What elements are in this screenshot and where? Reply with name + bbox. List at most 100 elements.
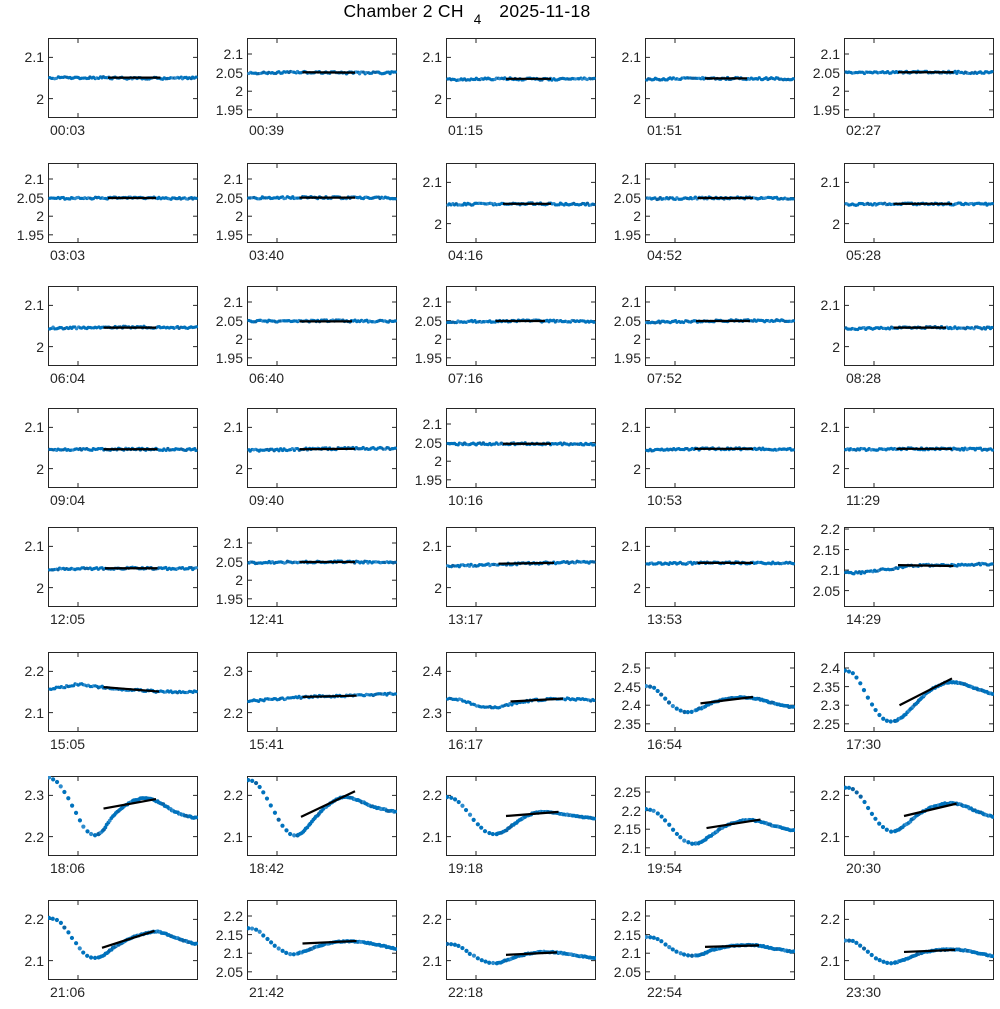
axes-box <box>247 900 397 980</box>
data-point <box>479 825 484 830</box>
y-tick-label: 2.1 <box>422 952 442 969</box>
data-point <box>670 827 676 832</box>
data-point <box>685 953 691 958</box>
data-point <box>393 809 397 814</box>
y-tick-label: 2.2 <box>820 911 840 928</box>
data-point <box>858 794 863 799</box>
data-point <box>70 803 75 808</box>
subplot-axes-07:16 <box>446 286 596 366</box>
subplot-axes-19:54 <box>645 776 795 856</box>
axes-box <box>48 776 198 856</box>
subplot-axes-12:05 <box>48 527 198 607</box>
y-tick-label: 2.05 <box>613 963 641 980</box>
data-point <box>58 784 63 789</box>
data-point <box>663 942 668 947</box>
data-point <box>393 446 397 450</box>
y-tick-label: 2 <box>235 572 243 589</box>
y-tick-label: 2.3 <box>223 663 243 680</box>
data-point <box>469 562 473 567</box>
data-point <box>873 707 878 713</box>
data-point <box>685 710 690 715</box>
subplot-time-label: 06:04 <box>50 370 86 386</box>
subplot-axes-06:04 <box>48 286 198 366</box>
data-point <box>194 75 198 79</box>
data-point <box>51 777 56 782</box>
data-point <box>456 943 461 948</box>
data-point <box>487 830 492 836</box>
data-point <box>467 812 473 817</box>
axes-box <box>645 776 795 856</box>
y-tick-label: 2.2 <box>24 663 44 680</box>
y-tick-label: 2.2 <box>223 908 243 924</box>
y-tick-label: 2.2 <box>621 802 641 819</box>
data-point <box>865 695 870 700</box>
y-tick-label: 2.1 <box>24 297 44 314</box>
y-tick-label: 1.95 <box>414 471 442 488</box>
data-point <box>66 796 71 801</box>
data-point <box>288 831 293 837</box>
subplot-time-label: 00:39 <box>249 122 285 138</box>
subplot-axes-07:52 <box>645 286 795 366</box>
data-point <box>393 70 397 74</box>
y-tick-label: 2.05 <box>812 64 840 81</box>
subplot-axes-19:18 <box>446 776 596 856</box>
subplot-time-label: 04:52 <box>647 247 683 263</box>
data-point <box>674 706 679 711</box>
y-tick-label: 2.05 <box>613 312 641 329</box>
subplot-axes-08:28 <box>844 286 994 366</box>
y-tick-label: 2.1 <box>24 704 44 721</box>
data-point <box>873 956 879 961</box>
data-point <box>645 807 649 812</box>
data-point <box>686 840 691 845</box>
axes-box <box>645 652 795 732</box>
y-tick-label: 2.1 <box>24 952 44 969</box>
data-series <box>844 201 994 207</box>
y-tick-label: 2.1 <box>223 171 243 187</box>
data-point <box>884 718 890 723</box>
y-tick-label: 2 <box>434 453 442 470</box>
subplot-time-label: 06:40 <box>249 370 285 386</box>
data-point <box>846 669 851 674</box>
data-point <box>844 785 848 790</box>
axes-box <box>247 38 397 118</box>
data-point <box>288 952 293 957</box>
title-subscript: 4 <box>473 12 482 27</box>
data-series <box>48 446 198 453</box>
data-point <box>483 959 488 964</box>
subplot-axes-22:54 <box>645 900 795 980</box>
y-tick-label: 2.1 <box>24 49 44 66</box>
data-point <box>655 811 660 816</box>
data-point <box>73 810 79 815</box>
data-point <box>284 828 289 833</box>
y-tick-label: 2.1 <box>422 828 442 845</box>
fit-line <box>505 951 558 956</box>
title-date: 2025-11-18 <box>499 1 591 21</box>
subplot-time-label: 09:04 <box>50 492 86 508</box>
data-point <box>850 938 855 944</box>
y-tick-label: 2.2 <box>820 521 840 538</box>
data-point <box>58 920 64 925</box>
data-point <box>791 949 795 954</box>
data-point <box>873 816 878 821</box>
subplot-time-label: 15:41 <box>249 736 285 752</box>
data-point <box>869 811 875 816</box>
subplot-axes-15:41 <box>247 652 397 732</box>
subplot-time-label: 01:51 <box>647 122 683 138</box>
data-point <box>69 935 75 941</box>
data-point <box>280 948 285 953</box>
subplot-axes-01:51 <box>645 38 795 118</box>
data-point <box>464 948 469 953</box>
data-point <box>791 319 795 323</box>
fit-line <box>498 561 555 565</box>
data-point <box>257 929 262 934</box>
axes-box <box>446 652 596 732</box>
y-tick-label: 2 <box>633 208 641 225</box>
data-point <box>85 829 90 834</box>
y-tick-label: 1.95 <box>16 226 44 243</box>
y-tick-label: 2.4 <box>422 663 442 680</box>
y-tick-label: 2.1 <box>422 294 442 310</box>
data-point <box>261 933 266 938</box>
data-point <box>648 807 653 812</box>
data-point <box>881 716 886 721</box>
